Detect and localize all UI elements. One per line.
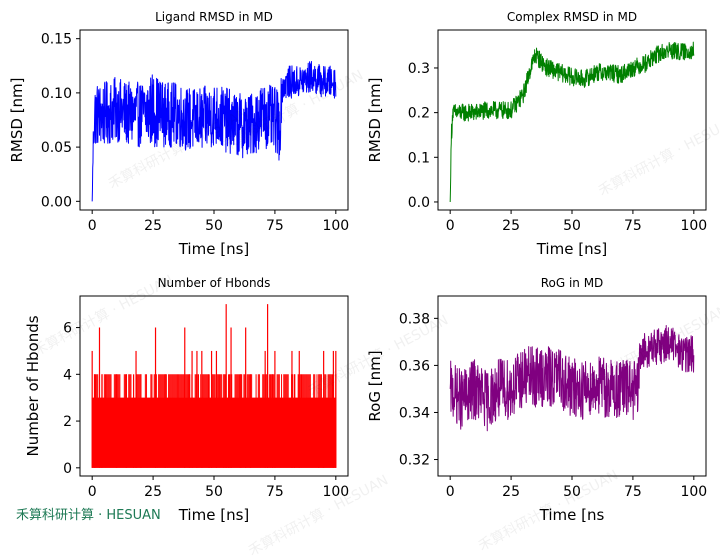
y-axis-label: RMSD [nm]	[366, 77, 384, 162]
chart-title: Ligand RMSD in MD	[155, 10, 273, 24]
x-tick-label: 0	[446, 218, 455, 234]
x-tick-label: 50	[205, 484, 223, 500]
x-tick-label: 75	[266, 218, 284, 234]
y-axis-label: RMSD [nm]	[8, 77, 26, 162]
chart-title: Complex RMSD in MD	[507, 10, 637, 24]
brand-watermark: 禾算科研计算 · HESUAN	[16, 508, 161, 523]
chart-title: Number of Hbonds	[158, 276, 271, 290]
y-tick-label: 0.38	[399, 311, 430, 327]
y-tick-label: 2	[63, 414, 72, 430]
y-tick-label: 0.32	[399, 453, 430, 469]
x-tick-label: 50	[563, 484, 581, 500]
x-tick-label: 100	[680, 218, 707, 234]
y-axis-label: RoG [nm]	[366, 350, 384, 421]
x-tick-label: 100	[322, 218, 349, 234]
x-axis-label: Time [ns]	[536, 240, 608, 258]
y-tick-label: 0.05	[41, 140, 72, 156]
y-tick-label: 0.3	[408, 61, 430, 77]
x-tick-label: 75	[624, 218, 642, 234]
x-tick-label: 25	[502, 218, 520, 234]
y-tick-label: 6	[63, 321, 72, 337]
y-tick-label: 0	[63, 461, 72, 477]
chart-title: RoG in MD	[541, 276, 604, 290]
y-tick-label: 0.0	[408, 195, 430, 211]
subplot-1: Ligand RMSD in MD 0 25 50 75 100 0.00 0.05 0.10 0…	[8, 10, 349, 258]
x-tick-label: 50	[563, 218, 581, 234]
x-tick-label: 100	[680, 484, 707, 500]
x-tick-label: 75	[266, 484, 284, 500]
x-tick-label: 75	[624, 484, 642, 500]
y-tick-label: 0.00	[41, 194, 72, 210]
x-axis-label: Time [ns]	[178, 506, 250, 524]
x-tick-label: 0	[88, 218, 97, 234]
y-tick-label: 0.2	[408, 106, 430, 122]
y-tick-label: 0.1	[408, 150, 430, 166]
x-tick-label: 25	[144, 484, 162, 500]
x-tick-label: 0	[446, 484, 455, 500]
x-tick-label: 25	[144, 218, 162, 234]
trajectory-line	[449, 41, 695, 202]
y-tick-label: 0.10	[41, 86, 72, 102]
subplot-2: Complex RMSD in MD 0 25 50 75 100 0.0 0.1 0.2 0.3…	[366, 10, 707, 258]
x-tick-label: 100	[322, 484, 349, 500]
y-tick-label: 0.34	[399, 405, 430, 421]
x-tick-label: 25	[502, 484, 520, 500]
figure: Ligand RMSD in MD0 25 50 75 1000.000.050.100…	[8, 10, 707, 524]
trajectory-line	[91, 60, 337, 202]
subplot-3: Number of Hbonds 0 25 50 75 100 0 2 4 6 Time [ns] N…	[24, 276, 349, 524]
x-tick-label: 0	[88, 484, 97, 500]
y-tick-label: 0.15	[41, 32, 72, 48]
y-tick-label: 4	[63, 367, 72, 383]
y-tick-label: 0.36	[399, 358, 430, 374]
x-tick-label: 50	[205, 218, 223, 234]
subplot-4: RoG in MD 0 25 50 75 100 0.32 0.34 0.36 0.38 Time …	[366, 276, 707, 524]
x-axis-label: Time [ns]	[178, 240, 250, 258]
trajectory-line	[449, 325, 695, 432]
x-axis-label: Time [ns	[539, 506, 605, 524]
y-axis-label: Number of Hbonds	[24, 315, 42, 456]
